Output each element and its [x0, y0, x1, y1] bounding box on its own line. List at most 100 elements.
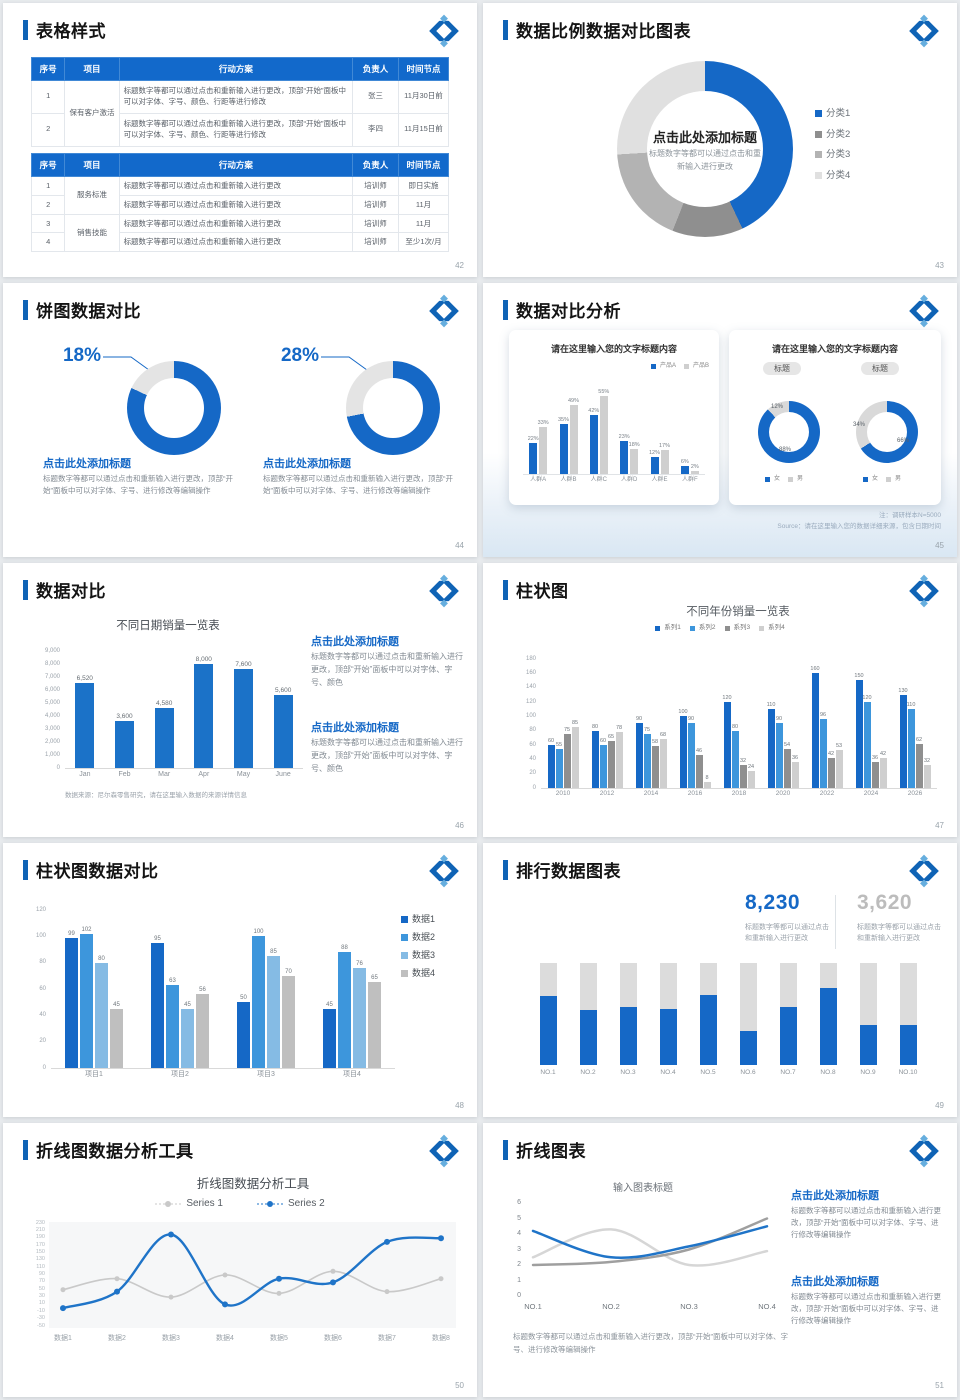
y-tick-label: 2,000	[44, 738, 60, 745]
category-label: NO.9	[860, 1069, 876, 1076]
brand-logo-icon	[907, 854, 941, 888]
category-label: 人群A	[530, 477, 547, 483]
table-cell: 服务标准	[64, 176, 120, 215]
data-label: 95	[154, 936, 161, 942]
bar	[539, 427, 548, 474]
data-point	[276, 1290, 282, 1296]
divider	[835, 895, 836, 949]
page-number: 47	[935, 821, 944, 830]
column-fill	[539, 996, 557, 1065]
title-accent-bar	[503, 859, 508, 880]
slide-title: 柱状图数据对比	[36, 862, 159, 881]
data-label: 90	[775, 715, 783, 722]
page-number: 49	[935, 1101, 944, 1110]
donut-hole	[769, 412, 809, 452]
y-tick-label: -50	[37, 1322, 45, 1329]
bar	[338, 952, 351, 1068]
bar	[630, 449, 639, 474]
bar	[863, 702, 871, 788]
donut-hole	[144, 378, 204, 438]
data-label: 50	[240, 995, 247, 1001]
data-label: 23%	[618, 433, 630, 440]
table-cell: 1	[30, 176, 66, 196]
brand-logo-icon	[907, 574, 941, 608]
legend-swatch	[886, 476, 892, 482]
category-label: 人群E	[651, 477, 668, 483]
data-label: 80	[731, 723, 739, 730]
y-tick-label: 90	[38, 1271, 45, 1277]
bar	[819, 719, 827, 788]
title-accent-bar	[23, 299, 28, 320]
bar	[194, 664, 214, 768]
donut-callout-value: 18%	[62, 345, 101, 366]
data-label: 65	[607, 733, 615, 740]
bar	[154, 708, 174, 768]
table-cell: 11月	[397, 194, 450, 215]
data-table: 序号 项目 行动方案 负责人 时间节点 1 保有客户激活 标题数字等都可以通过点击和重新输入进…	[30, 57, 450, 147]
x-tick-label: NO.4	[758, 1302, 776, 1311]
slide-title: 折线图数据分析工具	[36, 1142, 194, 1161]
bar	[181, 1009, 194, 1068]
grouped-bar-chart: 0 20 40 60 80 100 120 140 160 180 60 55 75 85 2010 80 60…	[526, 656, 937, 797]
x-tick-label: 数据7	[378, 1335, 396, 1342]
table-row: 1 服务标准 标题数字等都可以通过点击和重新输入进行更改 培训师 即日实施	[30, 176, 450, 215]
category-label: 2010	[555, 790, 571, 797]
category-label: 项目2	[171, 1071, 189, 1078]
legend-item: 系列4	[759, 624, 785, 632]
data-point	[114, 1288, 120, 1295]
y-tick-label: 80	[39, 959, 46, 966]
column-header: 负责人	[352, 57, 399, 81]
table-cell: 标题数字等都可以通过点击和重新输入进行更改，顶部“开始”面板中可以对字体、字号、…	[118, 112, 354, 147]
data-point	[60, 1305, 66, 1312]
column-header: 时间节点	[397, 153, 450, 177]
donut-callout-value: 28%	[280, 345, 319, 366]
y-tick-label: 180	[525, 655, 536, 662]
y-tick-label: 170	[35, 1241, 45, 1248]
legend-marker	[155, 1201, 182, 1207]
category-label: 项目4	[343, 1071, 361, 1078]
legend-swatch	[683, 363, 689, 369]
bar	[591, 731, 599, 788]
table-cell: 4	[30, 232, 66, 252]
table-cell: 标题数字等都可以通过点击和重新输入进行更改	[118, 176, 354, 196]
line-chart-svg	[60, 1231, 444, 1312]
block-body: 标题数字等都可以通过点击和重新输入进行更改，顶部“开始”面板中可以对字体、字号、…	[311, 652, 463, 687]
legend-label: 系列3	[733, 624, 751, 631]
data-label: 85	[571, 719, 579, 726]
donut-chart	[346, 361, 440, 455]
category-label: NO.10	[898, 1069, 918, 1076]
donut-hole	[867, 412, 907, 452]
brand-logo-icon	[427, 574, 461, 608]
data-label: 49%	[567, 397, 579, 404]
bar	[915, 744, 923, 788]
bar	[80, 934, 93, 1068]
donut-chart	[856, 401, 918, 463]
category-label: 人群C	[590, 477, 607, 483]
bar	[615, 732, 623, 788]
y-tick-label: 60	[39, 985, 46, 992]
slide-title: 数据对比分析	[516, 302, 621, 321]
legend-label: 系列1	[664, 624, 681, 631]
y-tick-label: 0	[56, 764, 60, 771]
legend-swatch	[815, 130, 822, 138]
donut-center-body: 标题数字等都可以通过点击和重新输入进行更改	[649, 149, 761, 171]
stat-caption: 标题数字等都可以通过点击和重新输入进行更改	[857, 924, 941, 942]
table-row: 1 保有客户激活 标题数字等都可以通过点击和重新输入进行更改，顶部“开始”面板中可以…	[30, 80, 450, 147]
bar	[643, 734, 651, 788]
data-label: 63	[169, 978, 176, 984]
table-row: 4 标题数字等都可以通过点击和重新输入进行更改 培训师 至少1次/月	[30, 232, 450, 252]
slide-44: 饼图数据对比 18% 点击此处添加标题 标题数字等都可以通过点击和重新输入进行更…	[3, 283, 477, 557]
category-label: 人群D	[620, 477, 638, 483]
legend-swatch	[650, 363, 656, 369]
y-tick-label: 210	[35, 1226, 45, 1233]
y-tick-label: 4	[517, 1230, 521, 1237]
slide-title: 折线图表	[516, 1142, 586, 1161]
x-tick-label: 数据5	[270, 1335, 288, 1342]
column-header: 时间节点	[397, 57, 450, 81]
data-label: 99	[68, 931, 75, 937]
brand-logo-icon	[427, 14, 461, 48]
bar	[923, 765, 931, 788]
column-fill	[819, 988, 837, 1065]
bar	[659, 739, 667, 788]
legend-label: 数据1	[412, 914, 436, 924]
